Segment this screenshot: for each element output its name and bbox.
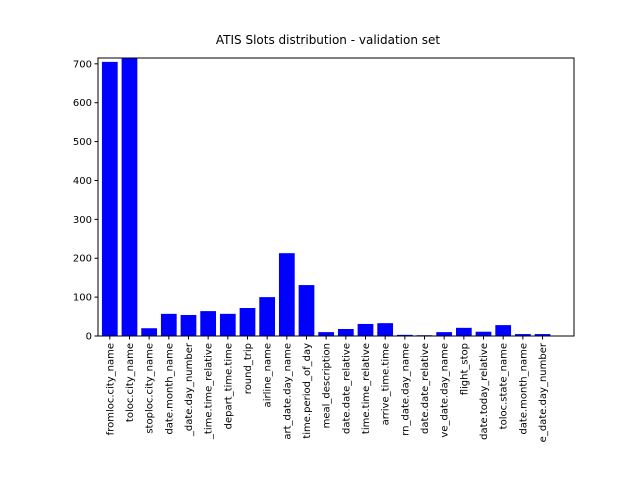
x-tick-label: _time.time_relative (204, 343, 215, 440)
bar (298, 285, 315, 336)
y-tick-label: 300 (73, 215, 92, 226)
x-tick-label: airline_name (263, 343, 274, 407)
axes-frame (97, 57, 575, 337)
x-tick-label: date.date_relative (420, 343, 431, 434)
y-tick-label: 400 (73, 176, 92, 187)
bar (436, 332, 453, 336)
x-tick-label: flight_stop (459, 343, 470, 395)
x-tick-label: depart_time.time (223, 343, 234, 429)
bar (101, 61, 118, 336)
x-tick-label: time.time_relative (361, 343, 372, 434)
y-tick-label: 700 (73, 59, 92, 70)
x-tick-label: time.period_of_day (302, 343, 313, 439)
y-tick-label: 100 (73, 293, 92, 304)
y-tick-label: 500 (73, 137, 92, 148)
bar (239, 308, 256, 336)
x-tick-label: date.today_relative (479, 343, 490, 440)
bar (160, 313, 177, 336)
bar (377, 323, 394, 336)
x-tick-label: _date.day_number (184, 342, 195, 437)
y-tick-label: 200 (73, 254, 92, 265)
bar (514, 334, 531, 336)
bar (337, 329, 354, 336)
y-tick-label: 600 (73, 98, 92, 109)
x-tick-label: date.month_name (164, 343, 175, 435)
x-tick-label: arrive_time.time (381, 343, 392, 425)
bar (121, 58, 138, 336)
chart-title: ATIS Slots distribution - validation set (216, 33, 441, 47)
bar (180, 315, 197, 336)
x-tick-label: rn_date.day_name (400, 343, 411, 436)
bar (219, 313, 236, 336)
x-tick-label: stoploc.city_name (145, 343, 156, 434)
bar (259, 297, 276, 336)
bar (396, 334, 413, 336)
bar (278, 253, 295, 336)
bar (475, 331, 492, 336)
x-tick-label: fromloc.city_name (105, 343, 116, 435)
bar (200, 311, 217, 336)
bar (318, 332, 335, 336)
x-tick-label: art_date.day_name (282, 343, 293, 440)
x-tick-label: date.date_relative (341, 343, 352, 434)
x-tick-label: toloc.state_name (499, 343, 510, 429)
bar (357, 323, 374, 336)
x-tick-label: e_date.day_number (538, 342, 549, 442)
x-tick-label: meal_description (322, 343, 333, 428)
bar (495, 325, 512, 336)
plot-area (101, 58, 551, 336)
y-tick-label: 0 (86, 332, 92, 343)
x-tick-label: toloc.city_name (125, 343, 136, 422)
bar (534, 334, 551, 336)
x-tick-label: ve_date.day_name (440, 343, 451, 438)
x-tick-label: round_trip (243, 343, 254, 394)
x-tick-label: date.month_name (518, 343, 529, 435)
bar (455, 327, 472, 336)
bar (141, 328, 158, 336)
